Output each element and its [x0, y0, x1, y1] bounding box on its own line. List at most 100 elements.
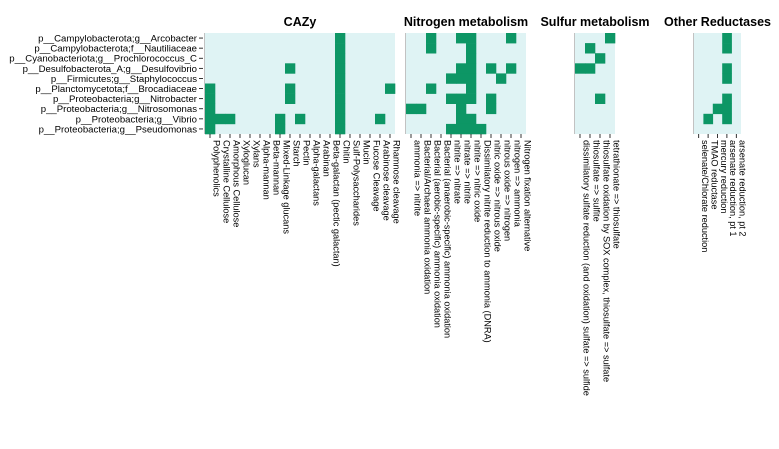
- heatmap-cell: [205, 103, 216, 115]
- column-label: Alpha-galactans: [311, 140, 321, 206]
- heatmap-cell: [722, 63, 732, 74]
- heatmap-cell: [466, 93, 477, 104]
- heatmap-cell: [446, 123, 457, 135]
- column-label: mercury reduction: [719, 140, 729, 214]
- column-label: Bacterial (anaerobic-specific) ammonia o…: [442, 140, 452, 338]
- heatmap-cell: [225, 113, 236, 125]
- heatmap-cell: [466, 63, 477, 74]
- column-label: nitrous oxide => nitrogen: [502, 140, 512, 241]
- panel-title: CAZy: [284, 15, 317, 29]
- heatmap-cell: [456, 73, 467, 84]
- heatmap-cell: [335, 73, 346, 84]
- heatmap-cell: [722, 93, 732, 104]
- panel-title: Nitrogen metabolism: [404, 15, 528, 29]
- column-label: Dissimilatory nitrite reduction to ammon…: [482, 140, 492, 343]
- column-label: thiosulfate => sulfite: [591, 140, 601, 222]
- heatmap-cell: [506, 63, 517, 74]
- column-label: Arabinose cleavage: [381, 140, 391, 221]
- column-label: dissimilatory sulfate reduction (and oxi…: [581, 140, 591, 396]
- heatmap-cell: [295, 113, 306, 125]
- heatmap-cell: [722, 43, 732, 54]
- heatmap-cell: [285, 93, 296, 104]
- panel-2: Sulfur metabolism dissimilatory sulfate r…: [540, 15, 649, 396]
- heatmap-cell: [335, 123, 346, 135]
- heatmap-cell: [585, 63, 596, 74]
- heatmap-cell: [486, 63, 497, 74]
- heatmap-cell: [335, 53, 346, 64]
- column-label: Fucose Cleavage: [371, 140, 381, 212]
- heatmap-cell: [406, 103, 417, 115]
- column-label: nitric oxide => nitrous oxide: [492, 140, 502, 252]
- heatmap-cell: [595, 53, 606, 64]
- row-label: p__Cyanobacteriota;g__Prochlorococcus_C: [9, 54, 197, 65]
- row-label: p__Proteobacteria;g__Vibrio: [76, 114, 197, 125]
- column-label: Alpha-mannan: [261, 140, 271, 200]
- heatmap-cell: [285, 83, 296, 94]
- heatmap-cell: [275, 113, 286, 125]
- column-label: Starch: [291, 140, 301, 167]
- heatmap-cell: [375, 113, 386, 125]
- heatmap-cell: [205, 93, 216, 104]
- heatmap-cell: [476, 123, 487, 135]
- heatmap-cell: [215, 113, 226, 125]
- heatmap-cell: [466, 33, 477, 44]
- row-label: p__Planctomycetota;f__Brocadiaceae: [35, 84, 197, 95]
- row-label: p__Proteobacteria;g__Pseudomonas: [39, 124, 198, 135]
- column-label: ammonia => nitrite: [412, 140, 422, 216]
- heatmap-cell: [466, 113, 477, 125]
- panel-0: CAZy Polyphenolics Crystalline Cellulose Am…: [204, 15, 401, 267]
- row-label: p__Proteobacteria;g__Nitrobacter: [53, 94, 198, 105]
- column-label: Bacterial/Archaeal ammonia oxidation: [422, 140, 432, 294]
- heatmap-cell: [385, 83, 396, 94]
- heatmap-cell: [486, 93, 497, 104]
- heatmap-cell: [426, 43, 437, 54]
- column-label: Mucin: [361, 140, 371, 165]
- heatmap-cell: [426, 83, 437, 94]
- heatmap-cell: [496, 73, 507, 84]
- heatmap-cell: [335, 83, 346, 94]
- heatmap-cell: [466, 43, 477, 54]
- column-label: Polyphenolics: [211, 140, 221, 197]
- column-label: Pectin: [301, 140, 311, 166]
- heatmap-cell: [605, 33, 616, 44]
- heatmap-cell: [205, 83, 216, 94]
- heatmap-cell: [466, 73, 477, 84]
- panel-3: Other Reductases selenate/Chlorate reduct…: [664, 15, 771, 252]
- column-label: Xyloglucan: [241, 140, 251, 185]
- row-label: p__Desulfobacterota_A;g__Desulfovibrio: [23, 64, 197, 75]
- row-label: p__Firmicutes;g__Staphylococcus: [51, 74, 197, 85]
- heatmap-cell: [456, 93, 467, 104]
- heatmap-cell: [456, 113, 467, 125]
- heatmap-cell: [722, 33, 732, 44]
- column-label: Rhamnose cleavage: [391, 140, 401, 224]
- column-label: Nitrogen fixation alternative: [522, 140, 532, 251]
- column-label: arsenate reduction, pt 1: [728, 140, 738, 237]
- heatmap-cell: [446, 73, 457, 84]
- column-label: arsenate reduction, pt 2: [738, 140, 748, 237]
- heatmap-cell: [486, 103, 497, 115]
- panel-title: Sulfur metabolism: [540, 15, 649, 29]
- row-label: p__Proteobacteria;g__Nitrosomonas: [41, 104, 197, 115]
- column-label: nitrite => nitrate: [452, 140, 462, 204]
- column-label: Amorphous Cellulose: [231, 140, 241, 227]
- heatmap-cell: [722, 73, 732, 84]
- heatmap-cell: [722, 103, 732, 115]
- column-label: thiosulfate oxidation by SOX complex, th…: [601, 140, 611, 382]
- heatmap-cell: [575, 63, 586, 74]
- heatmap-cell: [712, 103, 723, 115]
- column-label: Sulf-Polysaccharides: [351, 140, 361, 226]
- column-label: Arabinan: [321, 140, 331, 177]
- heatmap-cell: [335, 103, 346, 115]
- heatmap-cell: [205, 123, 216, 135]
- heatmap-cell: [446, 93, 457, 104]
- heatmap-cell: [285, 63, 296, 74]
- heatmap-cell: [703, 113, 714, 125]
- heatmap-cell: [456, 63, 467, 74]
- column-label: TMAO reductase: [709, 140, 719, 209]
- column-label: Beta-galactan (pectic galactan): [331, 140, 341, 267]
- column-label: selenate/Chlorate reduction: [700, 140, 710, 252]
- column-label: nitrate => nitrite: [462, 140, 472, 204]
